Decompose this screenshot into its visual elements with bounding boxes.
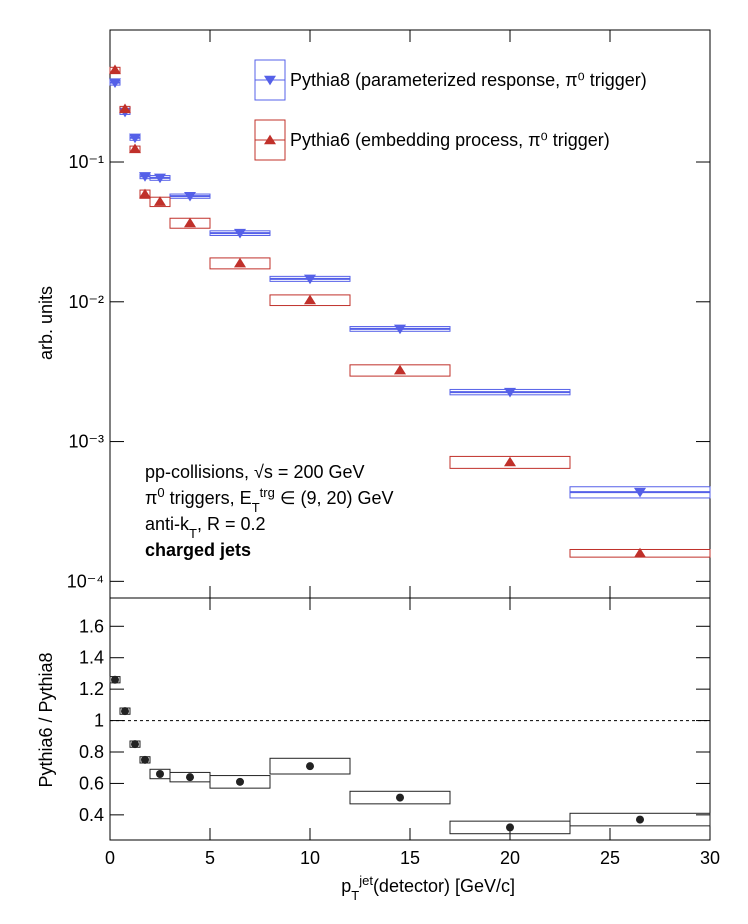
marker bbox=[154, 196, 166, 206]
marker bbox=[186, 773, 194, 782]
marker bbox=[304, 294, 316, 305]
x-tick-label: 10 bbox=[300, 848, 320, 868]
text-part: trg bbox=[260, 485, 275, 500]
text-part: p bbox=[341, 876, 351, 896]
y-tick-label: 1.4 bbox=[79, 648, 104, 668]
marker bbox=[394, 364, 406, 375]
x-tick-label: 15 bbox=[400, 848, 420, 868]
marker bbox=[504, 456, 516, 467]
marker bbox=[141, 755, 149, 764]
sys-box bbox=[569, 812, 711, 827]
legend-label: Pythia8 (parameterized response, π⁰ trig… bbox=[290, 70, 647, 90]
marker bbox=[304, 274, 316, 285]
marker bbox=[396, 793, 404, 802]
text-part: π bbox=[145, 488, 157, 508]
marker bbox=[139, 188, 151, 199]
legend-label: Pythia6 (embedding process, π⁰ trigger) bbox=[290, 130, 610, 150]
y-tick-label: 10⁻² bbox=[68, 292, 104, 312]
text-part: jet bbox=[358, 873, 373, 888]
marker bbox=[184, 191, 196, 202]
marker bbox=[156, 770, 164, 778]
text-part: triggers, E bbox=[165, 488, 252, 508]
y-tick-label: 1.6 bbox=[79, 616, 104, 636]
y-tick-label: 1.2 bbox=[79, 679, 104, 699]
marker bbox=[111, 675, 119, 684]
text-part: ∈ (9, 20) GeV bbox=[275, 488, 394, 508]
marker bbox=[121, 707, 129, 716]
sys-box bbox=[449, 455, 571, 469]
y-axis-label: arb. units bbox=[36, 286, 56, 360]
annotation: charged jets bbox=[145, 540, 251, 560]
x-tick-label: 5 bbox=[205, 848, 215, 868]
annotation: anti-kT, R = 0.2 bbox=[145, 514, 266, 541]
rich-text: pTjet(detector) [GeV/c] bbox=[341, 873, 515, 903]
annotation: pp-collisions, √s = 200 GeV bbox=[145, 462, 365, 482]
y-tick-label: 0.4 bbox=[79, 805, 104, 825]
marker bbox=[634, 487, 646, 498]
y-axis-label: Pythia6 / Pythia8 bbox=[36, 652, 56, 787]
marker bbox=[636, 815, 644, 824]
marker bbox=[129, 133, 141, 144]
text-part: pp-collisions, √s = 200 GeV bbox=[145, 462, 365, 482]
marker bbox=[109, 78, 121, 88]
marker bbox=[154, 173, 166, 184]
y-tick-label: 1 bbox=[94, 711, 104, 731]
marker bbox=[139, 172, 151, 182]
sys-box bbox=[209, 775, 271, 789]
x-tick-label: 20 bbox=[500, 848, 520, 868]
marker bbox=[234, 257, 246, 268]
text-part: T bbox=[189, 526, 197, 541]
text-part: T bbox=[252, 500, 260, 515]
y-tick-label: 0.6 bbox=[79, 773, 104, 793]
sys-box bbox=[449, 820, 571, 835]
x-tick-label: 0 bbox=[105, 848, 115, 868]
marker bbox=[504, 387, 516, 398]
text-part: (detector) [GeV/c] bbox=[373, 876, 515, 896]
marker bbox=[506, 823, 514, 832]
text-part: T bbox=[351, 888, 359, 903]
marker bbox=[119, 103, 131, 114]
marker bbox=[129, 143, 141, 154]
legend-marker bbox=[264, 75, 276, 86]
marker bbox=[184, 217, 196, 228]
marker bbox=[634, 547, 646, 558]
y-tick-label: 10⁻⁴ bbox=[67, 571, 104, 591]
sys-box bbox=[269, 757, 351, 775]
sys-box bbox=[349, 790, 451, 805]
text-part: , R = 0.2 bbox=[197, 514, 266, 534]
marker bbox=[234, 228, 246, 239]
x-tick-label: 25 bbox=[600, 848, 620, 868]
text-part: anti-k bbox=[145, 514, 190, 534]
x-tick-label: 30 bbox=[700, 848, 720, 868]
marker bbox=[236, 777, 244, 786]
marker bbox=[306, 762, 314, 771]
marker bbox=[394, 324, 406, 335]
y-tick-label: 0.8 bbox=[79, 742, 104, 762]
y-tick-label: 10⁻¹ bbox=[68, 152, 104, 172]
text-part: charged jets bbox=[145, 540, 251, 560]
y-tick-label: 10⁻³ bbox=[68, 432, 104, 452]
marker bbox=[109, 64, 121, 75]
annotation: π0 triggers, ETtrg ∈ (9, 20) GeV bbox=[145, 485, 394, 515]
text-part: 0 bbox=[157, 485, 164, 500]
legend-marker bbox=[264, 134, 276, 145]
marker bbox=[131, 740, 139, 749]
top-frame bbox=[109, 29, 711, 599]
